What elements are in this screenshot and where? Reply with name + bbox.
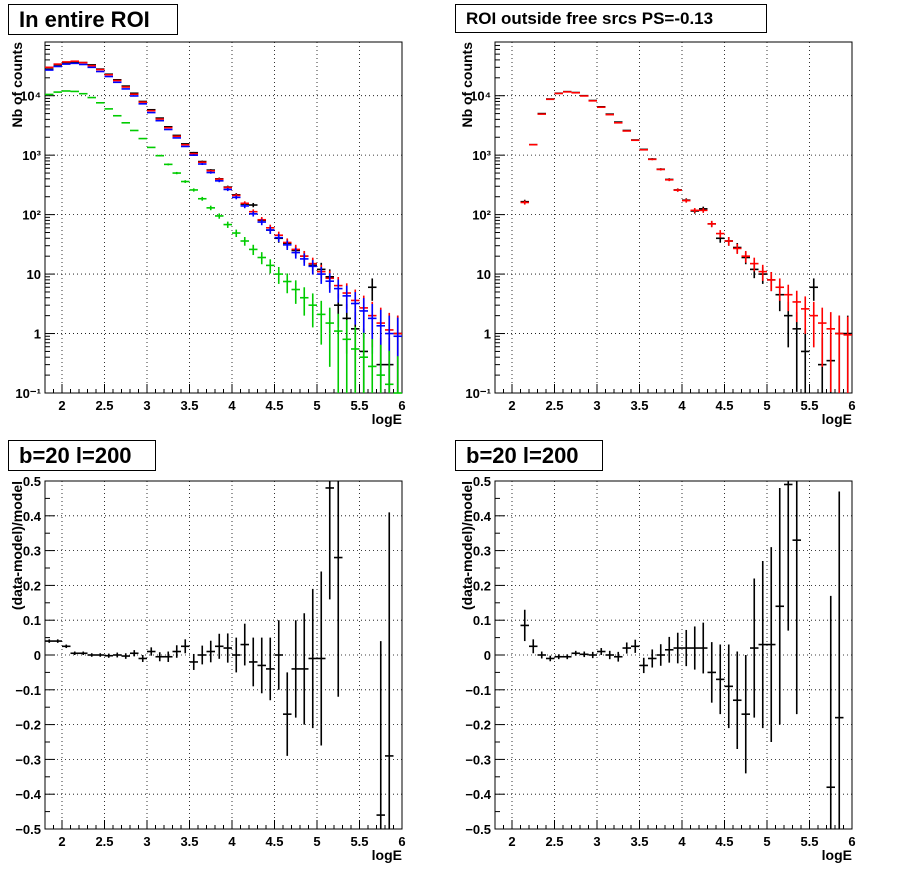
y-tick-label: 0.1 [23, 613, 41, 628]
y-tick-label: 10² [22, 208, 41, 223]
x-tick-label: 3 [143, 398, 150, 413]
x-tick-label: 2 [508, 834, 515, 849]
y-tick-label: −0.1 [465, 683, 491, 698]
y-tick-label: 0.4 [473, 509, 492, 524]
plot-frame [494, 480, 853, 830]
y-tick-label: 10⁴ [470, 89, 491, 104]
x-tick-label: 2.5 [545, 834, 563, 849]
x-tick-label: 5 [763, 834, 770, 849]
x-tick-label: 4 [228, 398, 236, 413]
y-tick-label: −0.1 [15, 683, 41, 698]
y-axis-label: Nb of counts [9, 42, 25, 128]
x-axis-label: logE [372, 847, 402, 863]
x-tick-label: 6 [848, 398, 855, 413]
y-tick-label: 0.4 [23, 509, 42, 524]
x-axis-label: logE [372, 411, 402, 427]
x-tick-label: 6 [398, 834, 405, 849]
chart-panel-1: 2 2.5 3 3.5 4 4.5 5 5.5 6 10⁻¹ 1 10 10² 10³ 10⁴ logE Nb … [9, 41, 406, 427]
plot-frame [494, 41, 853, 394]
y-tick-label: −0.2 [465, 718, 491, 733]
y-tick-label: −0.5 [15, 822, 41, 837]
x-tick-label: 5 [313, 834, 320, 849]
y-tick-label: 0.5 [23, 474, 41, 489]
x-tick-label: 3.5 [630, 398, 648, 413]
x-tick-label: 2.5 [95, 398, 113, 413]
y-tick-label: 0 [34, 648, 41, 663]
y-tick-label: 10³ [22, 148, 41, 163]
y-tick-label: 0.2 [473, 578, 491, 593]
y-tick-label: −0.3 [465, 752, 491, 767]
chart-panel-3: 2 2.5 3 3.5 4 4.5 5 5.5 6 −0.5 −0.4 −0.3 −0.2 −0.1 0 0.… [9, 474, 406, 863]
y-tick-label: 10² [472, 208, 491, 223]
plot-frame [44, 41, 403, 394]
y-tick-label: 0.5 [473, 474, 491, 489]
y-tick-label: 0.3 [473, 544, 491, 559]
series-1 [520, 481, 844, 829]
y-tick-label: 10⁴ [20, 89, 41, 104]
panel-4-title: b=20 l=200 [455, 440, 603, 471]
x-tick-label: 4.5 [265, 834, 283, 849]
x-tick-label: 4 [678, 834, 686, 849]
y-tick-label: −0.4 [15, 787, 41, 802]
panel-2-title: ROI outside free srcs PS=-0.13 [455, 4, 767, 33]
series-2 [520, 91, 852, 393]
x-tick-label: 4 [678, 398, 686, 413]
y-tick-label: −0.5 [465, 822, 491, 837]
x-tick-label: 3 [593, 834, 600, 849]
y-tick-label: −0.4 [465, 787, 491, 802]
chart-panel-4: 2 2.5 3 3.5 4 4.5 5 5.5 6 −0.5 −0.4 −0.3 −0.2 −0.1 0 0.… [459, 474, 856, 863]
chart-panel-2: 2 2.5 3 3.5 4 4.5 5 5.5 6 10⁻¹ 1 10 10² 10³ 10⁴ logE Nb … [459, 41, 856, 427]
x-tick-label: 5.5 [800, 398, 818, 413]
x-tick-label: 2 [58, 398, 65, 413]
y-tick-label: 10⁻¹ [15, 386, 41, 401]
y-tick-label: 0.2 [23, 578, 41, 593]
x-tick-label: 3.5 [630, 834, 648, 849]
y-tick-label: 1 [484, 327, 491, 342]
y-tick-label: −0.3 [15, 752, 41, 767]
y-tick-label: 0 [484, 648, 491, 663]
y-tick-label: 10 [27, 267, 41, 282]
panel-1-title: In entire ROI [8, 4, 178, 35]
y-tick-label: 10³ [472, 148, 491, 163]
x-tick-label: 4.5 [715, 398, 733, 413]
x-tick-label: 2 [508, 398, 515, 413]
x-tick-label: 5.5 [800, 834, 818, 849]
x-tick-label: 5 [763, 398, 770, 413]
y-axis-label: (data-model)/model [9, 481, 25, 610]
x-tick-label: 2.5 [545, 398, 563, 413]
y-tick-label: 1 [34, 327, 41, 342]
x-tick-label: 2.5 [95, 834, 113, 849]
x-tick-label: 3.5 [180, 398, 198, 413]
x-tick-label: 3 [593, 398, 600, 413]
y-axis-label: Nb of counts [459, 42, 475, 128]
y-tick-label: 0.3 [23, 544, 41, 559]
x-tick-label: 5.5 [350, 834, 368, 849]
panel-3-title: b=20 l=200 [8, 440, 156, 471]
y-tick-label: 10 [477, 267, 491, 282]
x-tick-label: 2 [58, 834, 65, 849]
y-tick-label: 0.1 [473, 613, 491, 628]
x-tick-label: 5 [313, 398, 320, 413]
x-tick-label: 6 [398, 398, 405, 413]
series-4 [45, 90, 402, 394]
x-tick-label: 4 [228, 834, 236, 849]
x-axis-label: logE [822, 411, 852, 427]
x-axis-label: logE [822, 847, 852, 863]
x-tick-label: 3.5 [180, 834, 198, 849]
x-tick-label: 4.5 [715, 834, 733, 849]
x-tick-label: 4.5 [265, 398, 283, 413]
x-tick-label: 5.5 [350, 398, 368, 413]
x-tick-label: 3 [143, 834, 150, 849]
y-axis-label: (data-model)/model [459, 481, 475, 610]
y-tick-label: 10⁻¹ [465, 386, 491, 401]
x-tick-label: 6 [848, 834, 855, 849]
y-tick-label: −0.2 [15, 718, 41, 733]
series-1 [45, 481, 394, 829]
